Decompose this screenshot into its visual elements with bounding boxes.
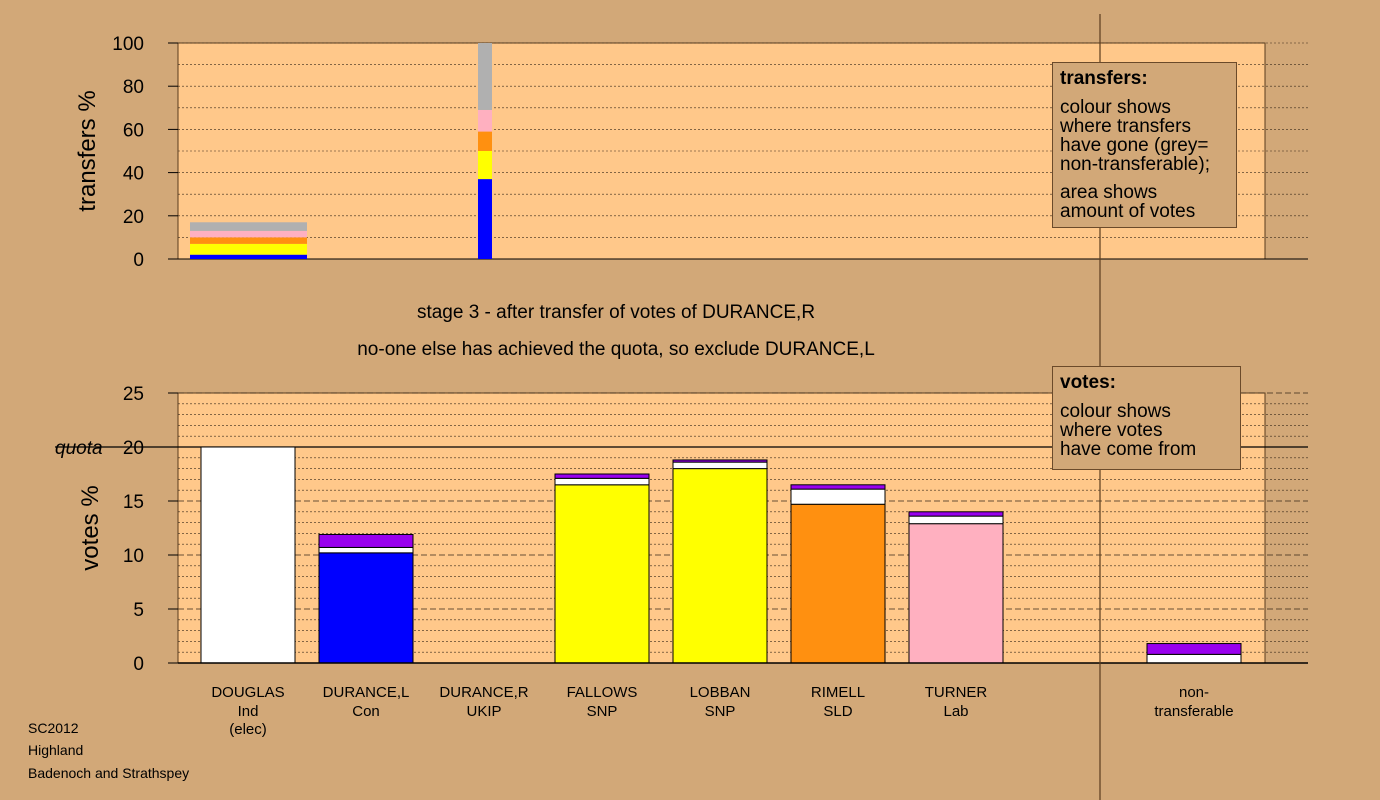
transfers-tick-label: 100 [112, 34, 144, 55]
candidate-party-label: Ind [238, 703, 259, 720]
candidate-name-label: RIMELL [811, 684, 865, 701]
transfers-tick-label: 60 [123, 120, 144, 141]
footer-line-1: SC2012 [28, 720, 79, 736]
vote-segment-ind [1146, 653, 1242, 664]
vote-segment-lab [908, 523, 1004, 664]
transfers-tick-label: 20 [123, 207, 144, 228]
candidate-party-label: Con [352, 703, 380, 720]
candidate-name-label: DURANCE,R [439, 684, 528, 701]
vote-segment-ukip [554, 473, 650, 479]
votes-axis-label: votes % [77, 485, 104, 570]
votes-tick-label: 20 [123, 438, 144, 459]
candidate-party-label: SLD [823, 703, 852, 720]
transfer-segment-nontransferable [478, 43, 492, 110]
candidate-name-label: TURNER [925, 684, 988, 701]
candidate-party-label: Lab [943, 703, 968, 720]
votes-legend: votes: colour shows where votes have com… [1052, 366, 1241, 470]
transfer-segment-con [478, 179, 492, 259]
transfers-tick-label: 40 [123, 164, 144, 185]
candidate-name-label: DOUGLAS [211, 684, 284, 701]
votes-tick-label: 15 [123, 492, 144, 513]
transfer-segment-sld [478, 131, 492, 151]
vote-segment-ukip [908, 511, 1004, 517]
footer-line-3: Badenoch and Strathspey [28, 765, 190, 781]
stage-status: no-one else has achieved the quota, so e… [357, 339, 875, 360]
vote-segment-ukip [672, 459, 768, 463]
transfers-legend-text-2: area shows amount of votes [1060, 182, 1196, 222]
vote-segment-ukip [318, 533, 414, 548]
transfer-segment-nontransferable [190, 222, 307, 231]
candidate-party-label: transferable [1154, 703, 1233, 720]
vote-segment-ind [318, 546, 414, 554]
candidate-note-label: (elec) [229, 721, 267, 738]
vote-segment-ind [908, 515, 1004, 525]
vote-segment-snp [672, 468, 768, 664]
footer-line-2: Highland [28, 742, 84, 758]
vote-segment-ukip [1146, 643, 1242, 655]
vote-segment-ind [200, 446, 296, 664]
transfer-segment-snp [478, 151, 492, 180]
candidate-name-label: FALLOWS [567, 684, 638, 701]
vote-segment-snp [554, 484, 650, 664]
transfers-legend-title: transfers: [1060, 68, 1148, 89]
candidate-party-label: SNP [705, 703, 736, 720]
vote-segment-ind [672, 461, 768, 470]
votes-tick-label: 25 [123, 384, 144, 405]
vote-segment-ind [790, 488, 886, 505]
votes-legend-text: colour shows where votes have come from [1060, 401, 1197, 460]
candidate-party-label: UKIP [466, 703, 501, 720]
votes-tick-label: 0 [133, 654, 144, 675]
transfers-legend: transfers: colour shows where transfers … [1052, 62, 1237, 228]
vote-segment-ukip [790, 484, 886, 490]
candidate-name-label: LOBBAN [690, 684, 751, 701]
transfers-axis-label: transfers % [74, 90, 101, 211]
vote-segment-ind [554, 477, 650, 486]
transfer-segment-lab [478, 109, 492, 132]
transfer-segment-snp [190, 243, 307, 255]
quota-label: quota [55, 438, 103, 459]
transfer-segment-sld [190, 237, 307, 244]
transfers-tick-label: 0 [133, 250, 144, 271]
candidate-party-label: SNP [587, 703, 618, 720]
vote-segment-sld [790, 503, 886, 664]
transfers-tick-label: 80 [123, 77, 144, 98]
transfers-legend-text-1: colour shows where transfers have gone (… [1060, 97, 1210, 175]
transfer-segment-con [190, 254, 307, 259]
candidate-name-label: non- [1179, 684, 1209, 701]
votes-tick-label: 5 [133, 600, 144, 621]
vote-segment-con [318, 552, 414, 664]
transfer-segment-lab [190, 230, 307, 238]
stage-title: stage 3 - after transfer of votes of DUR… [417, 302, 815, 323]
candidate-name-label: DURANCE,L [323, 684, 410, 701]
votes-legend-title: votes: [1060, 372, 1116, 393]
votes-tick-label: 10 [123, 546, 144, 567]
